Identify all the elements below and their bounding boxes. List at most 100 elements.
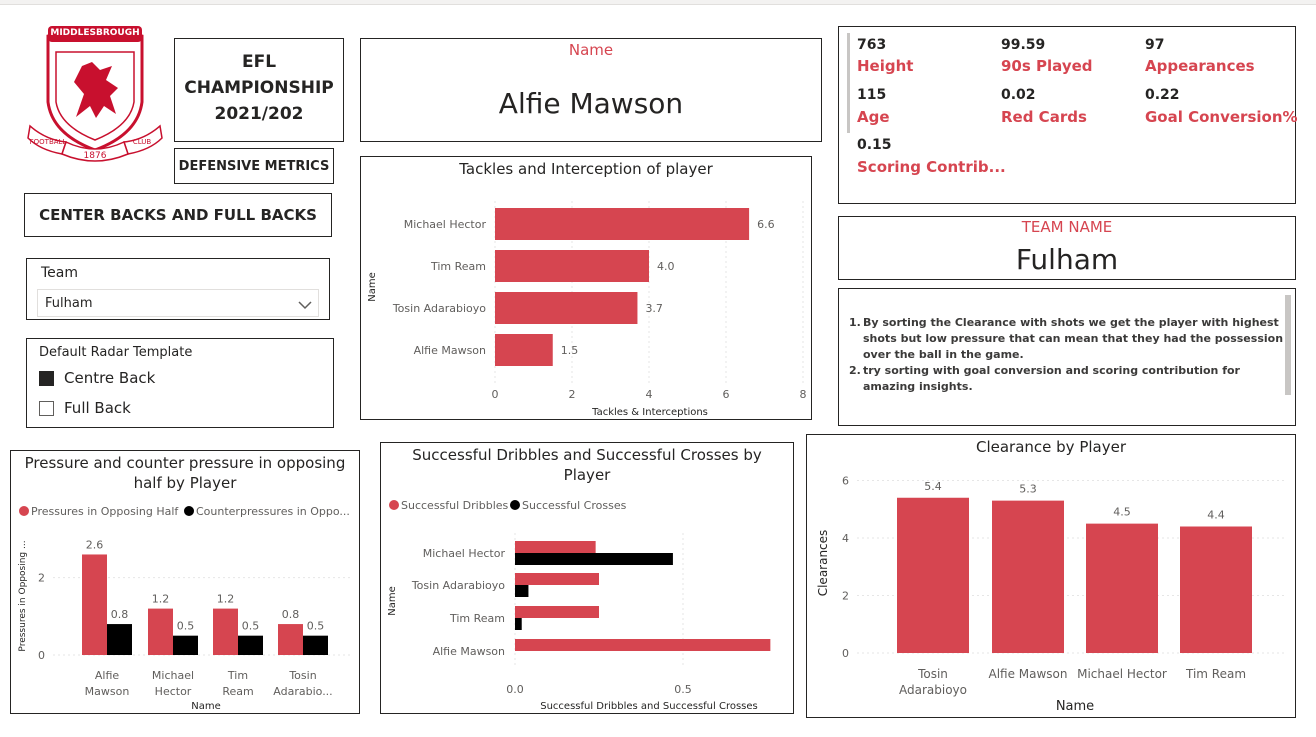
- category-label: Michael Hector: [423, 547, 506, 560]
- data-label: 5.3: [1019, 483, 1037, 496]
- note-item-2-text: try sorting with goal conversion and sco…: [863, 364, 1240, 393]
- note-item-1-text: By sorting the Clearance with shots we g…: [863, 316, 1284, 361]
- bar-crosses: [515, 618, 522, 630]
- bar: [495, 250, 649, 282]
- bar: [495, 334, 553, 366]
- team-name-value: Fulham: [1015, 243, 1119, 276]
- player-name-value: Alfie Mawson: [498, 87, 684, 120]
- dribbles-chart: Successful Dribbles Successful Crosses 0.0…: [387, 499, 771, 712]
- category-label: Tosin Adarabioyo: [392, 302, 486, 315]
- radar-option-label: Full Back: [64, 399, 131, 417]
- y-tick-label: 4: [842, 532, 849, 545]
- kpi-goal-conversion-value: 0.22: [1145, 87, 1180, 103]
- data-label: 0.8: [282, 608, 300, 621]
- kpi-scoring-label: Scoring Contrib...: [857, 158, 1006, 176]
- legend-marker: [19, 506, 29, 516]
- bar-dribbles: [515, 639, 771, 651]
- chevron-down-icon: [298, 296, 312, 315]
- radar-option-centre-back[interactable]: Centre Back: [39, 369, 155, 387]
- team-dropdown[interactable]: Fulham: [37, 289, 319, 317]
- category-label-line1: Michael: [152, 669, 194, 682]
- x-tick-label: 2: [569, 388, 576, 401]
- data-label: 4.0: [657, 260, 675, 273]
- x-tick-label: 6: [723, 388, 730, 401]
- kpi-height-label: Height: [857, 57, 914, 75]
- positions-title-text: CENTER BACKS AND FULL BACKS: [39, 206, 317, 224]
- clearance-chart-title: Clearance by Player: [975, 438, 1126, 456]
- bar-pressures: [82, 554, 107, 655]
- kpi-appearances-label: Appearances: [1145, 57, 1255, 75]
- tackles-chart: 0 2 4 6 8 Michael Hector 6.6 Tim Ream 4.0 Tosin A…: [367, 201, 807, 418]
- crest-right-text: CLUB: [133, 138, 152, 146]
- category-label-line1: Alfie: [95, 669, 120, 682]
- data-label: 0.8: [111, 608, 129, 621]
- category-label: Tim Ream: [430, 260, 486, 273]
- kpi-90s-value: 99.59: [1001, 37, 1046, 53]
- insights-notes-card: 1. By sorting the Clearance with shots w…: [838, 288, 1296, 426]
- player-name-label: Name: [568, 41, 614, 59]
- category-label: Michael Hector: [404, 218, 487, 231]
- kpi-age-value: 115: [857, 87, 887, 103]
- kpi-scrollbar[interactable]: [847, 33, 850, 133]
- kpi-scoring-value: 0.15: [857, 137, 892, 153]
- bar-dribbles: [515, 606, 599, 618]
- category-label-line2: Adarabioyo: [899, 683, 967, 697]
- legend-marker: [510, 500, 520, 510]
- crest-banner: [48, 26, 142, 42]
- bar-counterpressures: [173, 635, 198, 655]
- data-label: 5.4: [924, 480, 942, 493]
- checkbox-checked[interactable]: [39, 370, 54, 386]
- category-label-line2: Hector: [155, 685, 192, 698]
- player-name-card: Name Alfie Mawson: [360, 38, 822, 142]
- league-line-3: 2021/202: [214, 104, 304, 124]
- data-label: 4.4: [1207, 509, 1225, 522]
- radar-template-title: Default Radar Template: [39, 345, 193, 360]
- bar: [1086, 523, 1158, 653]
- note-item-2: 2. try sorting with goal conversion and …: [849, 363, 1285, 395]
- bar-pressures: [213, 608, 238, 655]
- legend-label: Successful Crosses: [522, 499, 627, 512]
- y-tick-label: 6: [842, 475, 849, 488]
- category-label: Michael Hector: [1077, 667, 1167, 681]
- league-line-2: CHAMPIONSHIP: [184, 78, 334, 98]
- bar: [992, 500, 1064, 653]
- notes-scrollbar[interactable]: [1285, 295, 1291, 395]
- category-label-line1: Tosin: [917, 667, 948, 681]
- kpi-red-cards-label: Red Cards: [1001, 108, 1087, 126]
- league-title-card: EFL CHAMPIONSHIP 2021/202: [174, 38, 344, 142]
- x-tick-label: 0.0: [506, 683, 524, 696]
- category-label: Tosin Adarabioyo: [411, 579, 505, 592]
- checkbox-unchecked[interactable]: [39, 400, 54, 416]
- y-axis-title: Clearances: [816, 530, 830, 597]
- kpi-card: 763 Height 99.59 90s Played 97 Appearanc…: [838, 26, 1298, 204]
- kpi-goal-conversion-label: Goal Conversion%: [1145, 108, 1298, 126]
- bar-counterpressures: [107, 624, 132, 655]
- pressure-chart-card: Pressure and counter pressure in opposin…: [10, 450, 360, 714]
- x-tick-label: 8: [800, 388, 807, 401]
- x-tick-label: 0.5: [674, 683, 692, 696]
- x-axis-title: Name: [1056, 699, 1094, 714]
- radar-option-full-back[interactable]: Full Back: [39, 399, 131, 417]
- kpi-height-value: 763: [857, 37, 887, 53]
- crest-year: 1876: [84, 151, 107, 161]
- radar-template-slicer: Default Radar Template Centre Back Full …: [26, 338, 334, 428]
- data-label: 6.6: [757, 218, 775, 231]
- tackles-chart-title: Tackles and Interception of player: [459, 160, 713, 178]
- crest-banner-text: MIDDLESBROUGH: [50, 28, 140, 38]
- kpi-red-cards-value: 0.02: [1001, 87, 1036, 103]
- team-name-label: TEAM NAME: [1021, 218, 1113, 236]
- top-toolbar-strip: [0, 0, 1316, 5]
- data-label: 0.5: [307, 620, 325, 633]
- team-name-card: TEAM NAME Fulham: [838, 216, 1296, 280]
- bar: [495, 208, 750, 240]
- team-slicer-label: Team: [41, 265, 79, 281]
- data-label: 2.6: [86, 538, 104, 551]
- y-tick-label: 0: [842, 647, 849, 660]
- category-label-line2: Mawson: [85, 685, 130, 698]
- bar-dribbles: [515, 541, 596, 553]
- category-label-line1: Tim: [227, 669, 248, 682]
- legend-marker: [389, 500, 399, 510]
- y-tick-label: 2: [842, 590, 849, 603]
- club-crest-logo: MIDDLESBROUGH FOOTBALL CLUB 1876: [26, 22, 164, 164]
- legend-label: Pressures in Opposing Half: [31, 505, 179, 518]
